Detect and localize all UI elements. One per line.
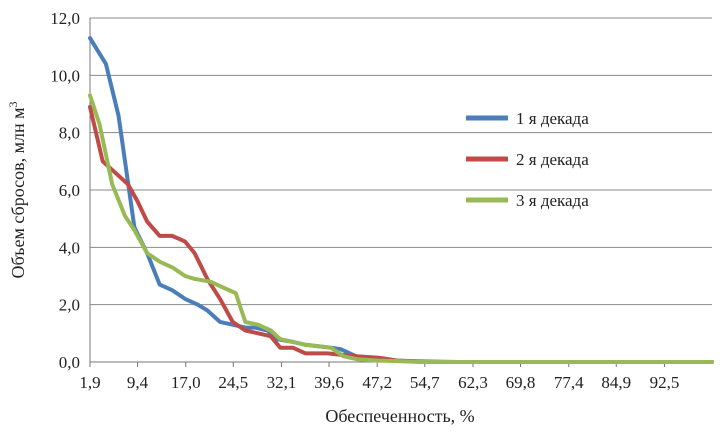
legend-item-2: 2 я декада — [466, 150, 589, 169]
x-tick-label: 1,9 — [79, 373, 100, 392]
x-tick-label: 69,8 — [506, 373, 536, 392]
x-tick-label: 39,6 — [314, 373, 344, 392]
series-line-1 — [88, 36, 714, 364]
legend-label-1: 1 я декада — [516, 109, 589, 128]
x-tick-label: 32,1 — [267, 373, 297, 392]
x-tick-label: 84,9 — [601, 373, 631, 392]
y-tick-label: 2,0 — [59, 296, 80, 315]
x-axis-title: Обеспеченность, % — [325, 406, 474, 426]
x-tick-label: 24,5 — [218, 373, 248, 392]
x-tick-label: 47,2 — [362, 373, 392, 392]
series-line-3 — [88, 93, 714, 364]
series-lines — [88, 36, 714, 364]
x-tick-label: 77,4 — [554, 373, 584, 392]
gridlines — [90, 17, 712, 306]
y-tick-label: 12,0 — [50, 9, 80, 28]
legend-item-1: 1 я декада — [466, 109, 589, 128]
x-tick-label: 92,5 — [650, 373, 680, 392]
legend-item-3: 3 я декада — [466, 191, 589, 210]
y-tick-label: 4,0 — [59, 238, 80, 257]
x-tick-label: 62,3 — [458, 373, 488, 392]
x-tick-labels: 1,9 9,4 17,0 24,5 32,1 39,6 47,2 54,7 62,3 69,8 77… — [79, 362, 679, 392]
legend: 1 я декада 2 я декада 3 я декада — [466, 109, 589, 210]
y-axis-title-text: Объем сбросов, млн м — [8, 107, 28, 278]
y-tick-label: 6,0 — [59, 181, 80, 200]
series-line-2 — [88, 104, 714, 364]
y-axis-title: Объем сбросов, млн м3 — [6, 101, 28, 278]
y-tick-labels: 0,0 2,0 4,0 6,0 8,0 10,0 12,0 — [50, 9, 80, 372]
x-tick-label: 9,4 — [127, 373, 149, 392]
y-axis-title-superscript: 3 — [6, 101, 20, 107]
legend-label-2: 2 я декада — [516, 150, 589, 169]
legend-label-3: 3 я декада — [516, 191, 589, 210]
y-tick-label: 0,0 — [59, 353, 80, 372]
y-tick-label: 8,0 — [59, 124, 80, 143]
x-tick-label: 54,7 — [410, 373, 440, 392]
y-tick-label: 10,0 — [50, 66, 80, 85]
x-tick-label: 17,0 — [171, 373, 201, 392]
